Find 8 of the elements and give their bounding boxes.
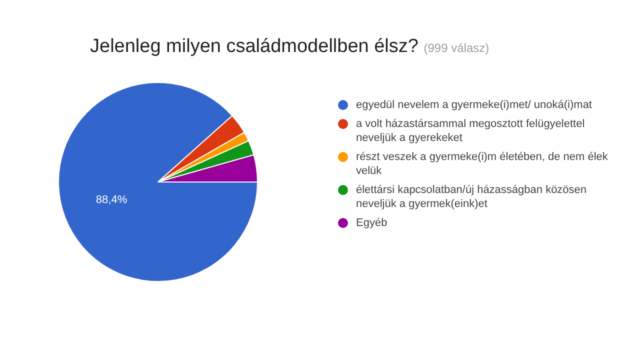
legend-label: egyedül nevelem a gyermeke(i)met/ unoká(i)mat <box>356 98 592 112</box>
legend-label: Egyéb <box>356 216 388 230</box>
legend-label: részt veszek a gyermeke(i)m életében, de nem élek velük <box>356 150 608 178</box>
data-label: 88,4% <box>96 194 128 206</box>
chart-title: Jelenleg milyen családmodellben élsz? <box>90 36 418 57</box>
legend-label: élettársi kapcsolatban/új házasságban közösen neveljük a gyermek(eink)et <box>356 183 588 211</box>
chart-subtitle: (999 válasz) <box>424 41 490 55</box>
legend-label: a volt házastársammal megosztott felügyelettel neveljük a gyerekeket <box>356 117 586 145</box>
